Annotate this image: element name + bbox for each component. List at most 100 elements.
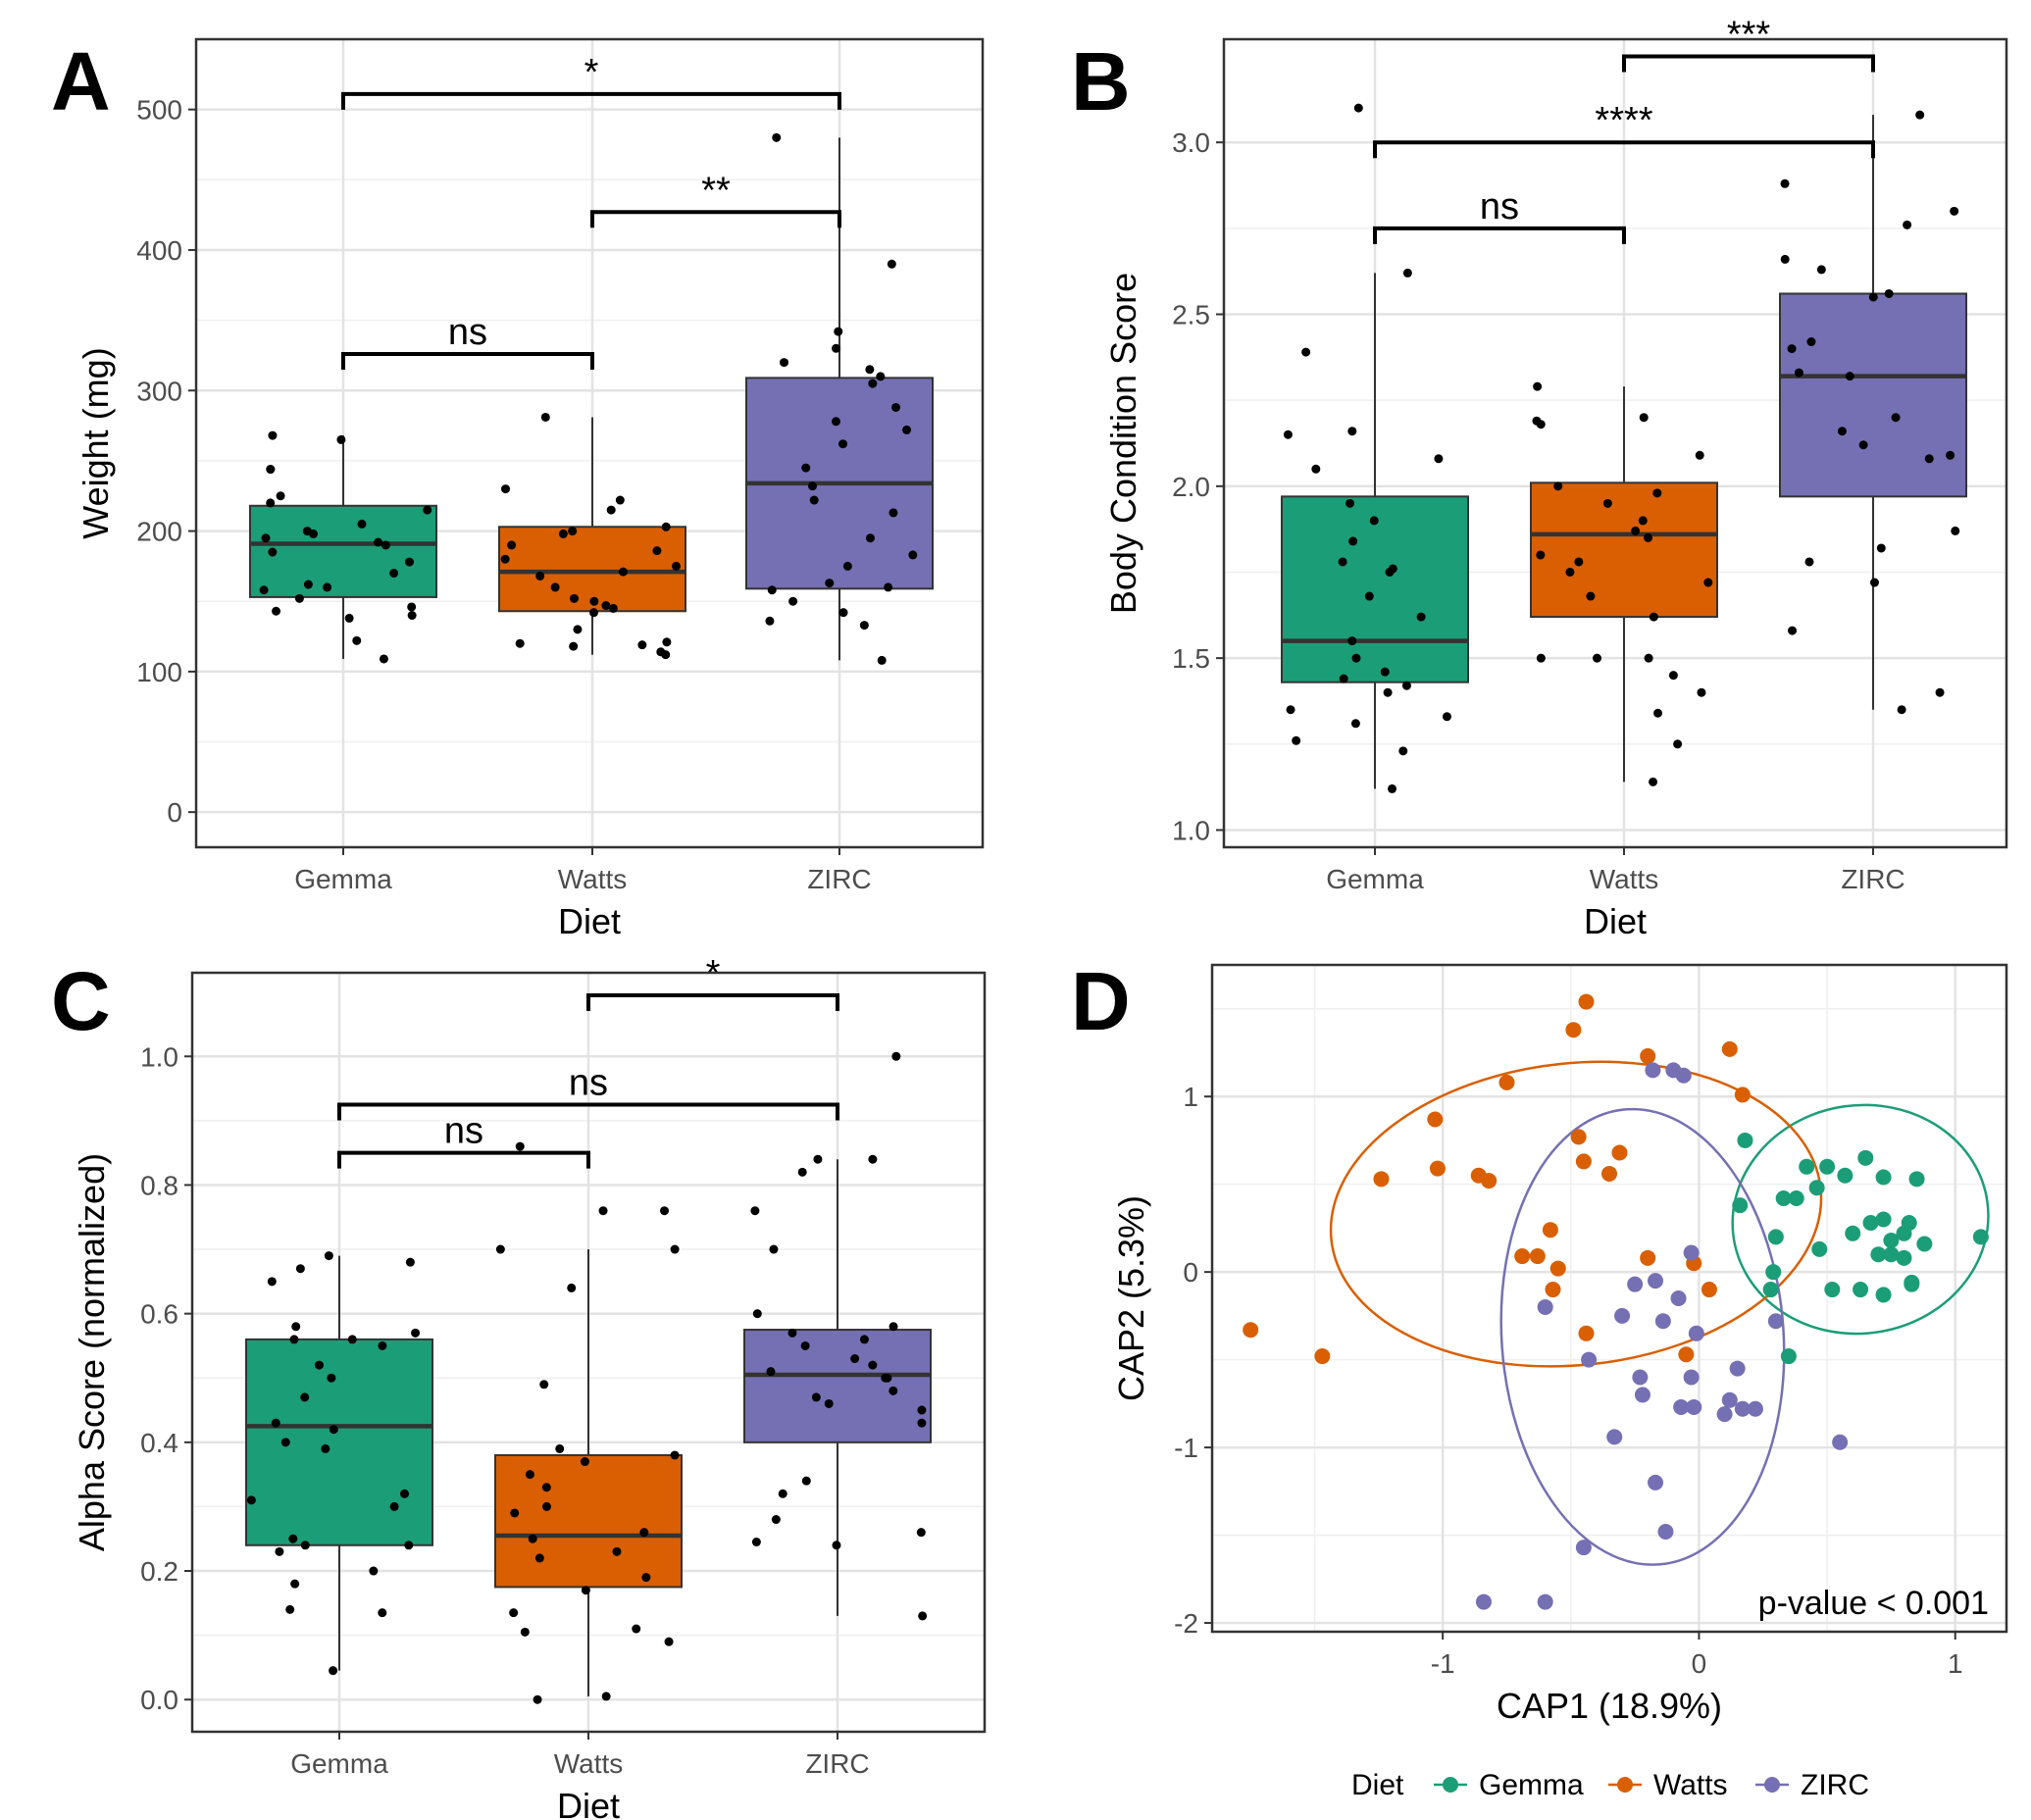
- data-point-zirc: [868, 379, 878, 388]
- data-point-gemma: [407, 602, 417, 612]
- data-point-gemma: [379, 654, 388, 664]
- data-point-zirc: [918, 1611, 928, 1621]
- box-gemma: [249, 504, 437, 598]
- legend-entry-zirc: ZIRC: [1801, 1769, 1869, 1801]
- y-axis-title: Alpha Score (normalized): [72, 1153, 112, 1551]
- scatter-point-gemma: [1780, 1348, 1797, 1365]
- data-point-watts: [573, 625, 583, 634]
- data-point-gemma: [357, 519, 367, 529]
- y-tick-label: 1.0: [140, 1041, 178, 1072]
- data-point-watts: [569, 641, 579, 651]
- scatter-point-gemma: [1775, 1190, 1792, 1206]
- x-tick-label: 1: [1948, 1648, 1963, 1679]
- scatter-point-zirc: [1634, 1387, 1650, 1403]
- data-point-zirc: [813, 1154, 823, 1164]
- data-point-watts: [656, 647, 666, 657]
- data-point-watts: [639, 1528, 649, 1538]
- data-point-zirc: [811, 1392, 821, 1402]
- data-point-gemma: [327, 1373, 336, 1383]
- data-point-watts: [661, 522, 671, 531]
- data-point-watts: [1644, 653, 1653, 663]
- data-point-gemma: [291, 1322, 301, 1332]
- data-point-zirc: [865, 365, 875, 375]
- data-point-zirc: [1780, 178, 1790, 188]
- x-tick-label: Watts: [1590, 864, 1659, 894]
- data-point-gemma: [272, 606, 281, 616]
- y-tick-label: 500: [136, 95, 182, 126]
- x-tick-label: Gemma: [1326, 864, 1424, 894]
- x-tick-label: Gemma: [290, 1748, 388, 1779]
- data-point-gemma: [314, 1360, 324, 1370]
- data-point-watts: [612, 1546, 622, 1556]
- data-point-watts: [1631, 526, 1641, 535]
- data-point-gemma: [1434, 454, 1444, 464]
- data-point-gemma: [411, 1328, 421, 1338]
- panel-letter-c: C: [51, 955, 111, 1047]
- data-point-gemma: [300, 1392, 310, 1402]
- box-watts: [1530, 481, 1718, 619]
- data-point-gemma: [1416, 612, 1426, 622]
- scatter-point-gemma: [1916, 1236, 1933, 1252]
- data-point-watts: [520, 1627, 530, 1637]
- scatter-point-watts: [1373, 1171, 1390, 1188]
- scatter-point-watts: [1529, 1248, 1546, 1265]
- data-point-watts: [1638, 516, 1648, 526]
- y-tick-label: -2: [1174, 1608, 1198, 1639]
- data-point-watts: [1565, 567, 1575, 577]
- data-point-watts: [670, 1450, 680, 1460]
- data-point-gemma: [404, 557, 414, 567]
- data-point-gemma: [302, 527, 312, 536]
- scatter-point-watts: [1575, 1153, 1592, 1170]
- data-point-gemma: [1348, 536, 1358, 546]
- data-point-watts: [495, 1244, 505, 1254]
- data-point-gemma: [329, 1666, 338, 1676]
- y-tick-label: 0.2: [140, 1556, 178, 1587]
- data-point-watts: [1532, 416, 1542, 426]
- data-point-gemma: [352, 635, 362, 645]
- data-point-gemma: [261, 533, 271, 543]
- data-point-watts: [510, 1508, 520, 1518]
- data-point-zirc: [801, 463, 811, 473]
- data-point-gemma: [259, 585, 269, 595]
- significance-bracket: [337, 1150, 590, 1169]
- data-point-zirc: [751, 1538, 761, 1546]
- scatter-point-gemma: [1857, 1149, 1874, 1166]
- data-point-watts: [501, 484, 511, 494]
- data-point-watts: [641, 1573, 651, 1583]
- data-point-zirc: [1950, 206, 1959, 216]
- data-point-gemma: [378, 1608, 387, 1618]
- data-point-watts: [535, 571, 545, 581]
- y-axis-title: Body Condition Score: [1103, 273, 1143, 614]
- scatter-point-zirc: [1475, 1593, 1492, 1610]
- data-point-gemma: [268, 547, 278, 557]
- scatter-point-gemma: [1875, 1211, 1892, 1228]
- data-point-watts: [598, 1206, 608, 1216]
- data-point-zirc: [834, 327, 843, 336]
- data-point-gemma: [1286, 705, 1295, 715]
- scatter-point-watts: [1481, 1173, 1498, 1189]
- scatter-point-gemma: [1972, 1229, 1989, 1245]
- data-point-zirc: [766, 1367, 776, 1377]
- scatter-point-watts: [1498, 1074, 1515, 1090]
- data-point-watts: [1536, 653, 1546, 663]
- data-point-gemma: [271, 1418, 280, 1428]
- x-tick-label: Watts: [558, 864, 628, 894]
- scatter-point-gemma: [1788, 1190, 1804, 1206]
- data-point-gemma: [324, 1251, 333, 1261]
- significance-label: ns: [448, 312, 487, 353]
- data-point-watts: [652, 546, 662, 556]
- scatter-point-gemma: [1845, 1225, 1861, 1241]
- data-point-watts: [509, 1608, 519, 1618]
- significance-label: *: [584, 52, 599, 93]
- data-point-watts: [615, 495, 625, 505]
- scatter-point-zirc: [1632, 1369, 1649, 1386]
- y-tick-label: 3.0: [1172, 127, 1210, 158]
- data-point-gemma: [407, 611, 417, 621]
- data-point-zirc: [1891, 413, 1901, 423]
- data-point-gemma: [267, 1277, 277, 1287]
- scatter-point-gemma: [1901, 1215, 1917, 1232]
- scatter-point-zirc: [1683, 1244, 1700, 1261]
- panel-letter-d: D: [1071, 955, 1131, 1047]
- data-point-zirc: [1915, 110, 1925, 120]
- data-point-zirc: [891, 402, 901, 412]
